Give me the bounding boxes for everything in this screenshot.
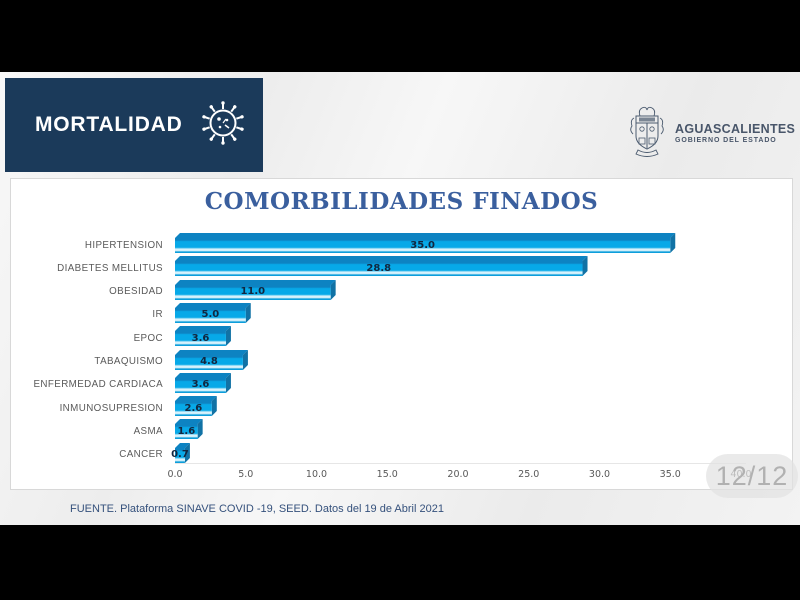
- x-tick-label: 35.0: [659, 469, 681, 480]
- bar-chart-plot: HIPERTENSION 35.0 DIABETES MELLITUS 28.8 OBE…: [11, 179, 792, 489]
- category-label: DIABETES MELLITUS: [57, 262, 163, 274]
- bar-enfermedad-cardiaca: [175, 372, 231, 393]
- x-tick-label: 10.0: [305, 469, 328, 480]
- banner-title: MORTALIDAD: [35, 113, 183, 136]
- category-label: INMUNOSUPRESION: [59, 402, 163, 414]
- bar-inmunosupresion: [175, 396, 217, 417]
- category-label: ENFERMEDAD CARDIACA: [33, 379, 163, 391]
- bar-obesidad: [175, 279, 336, 300]
- x-tick-label: 20.0: [447, 469, 469, 480]
- category-label: IR: [152, 309, 163, 321]
- category-label: CANCER: [119, 449, 163, 461]
- chart-panel: COMORBILIDADES FINADOS HIPERTENSION 35.0 D…: [10, 178, 793, 490]
- state-logo: AGUASCALIENTES GOBIERNO DEL ESTADO: [626, 102, 795, 163]
- value-label: 0.7: [171, 449, 189, 461]
- value-label: 1.6: [177, 425, 196, 437]
- value-label: 4.8: [200, 356, 218, 367]
- letterbox-bottom: [0, 525, 800, 600]
- category-label: EPOC: [133, 332, 163, 344]
- category-label: HIPERTENSION: [84, 239, 163, 251]
- category-label: ASMA: [133, 425, 163, 437]
- x-tick-label: 30.0: [588, 469, 611, 480]
- value-label: 11.0: [240, 286, 266, 298]
- value-label: 2.6: [184, 402, 203, 414]
- x-tick-label: 0.0: [167, 469, 183, 480]
- x-axis-line: [175, 463, 746, 464]
- source-note: FUENTE. Plataforma SINAVE COVID -19, SEE…: [70, 503, 444, 515]
- bar-asma: [175, 419, 203, 440]
- bar-cancer: [175, 442, 190, 463]
- state-name: AGUASCALIENTES: [675, 121, 796, 136]
- chart-title: COMORBILIDADES FINADOS: [204, 188, 599, 215]
- value-label: 3.6: [191, 332, 210, 344]
- bar-tabaquismo: [175, 349, 248, 370]
- value-label: 35.0: [410, 239, 435, 251]
- state-subtitle: GOBIERNO DEL ESTADO: [675, 136, 777, 144]
- bar-hipertension: [175, 233, 676, 253]
- value-label: 28.8: [366, 262, 392, 274]
- x-tick-label: 5.0: [238, 469, 254, 480]
- virus-icon: [199, 99, 247, 152]
- x-tick-label: 25.0: [518, 469, 540, 480]
- letterbox-top: [0, 0, 800, 72]
- bar-epoc: [175, 326, 231, 347]
- category-label: OBESIDAD: [109, 286, 163, 298]
- x-tick-label: 15.0: [376, 469, 398, 480]
- coat-of-arms-icon: [626, 102, 668, 163]
- mortality-banner: MORTALIDAD: [5, 78, 263, 172]
- bar-diabetes-mellitus: [175, 256, 588, 277]
- category-label: TABAQUISMO: [94, 356, 163, 367]
- value-label: 5.0: [201, 309, 220, 321]
- page-indicator: 12/12: [706, 454, 798, 498]
- value-label: 3.6: [191, 379, 210, 391]
- bar-ir: [175, 302, 251, 323]
- page-indicator-text: 12/12: [715, 460, 789, 491]
- state-logo-text: AGUASCALIENTES GOBIERNO DEL ESTADO: [675, 122, 795, 144]
- slide: MORTALIDAD: [0, 72, 800, 525]
